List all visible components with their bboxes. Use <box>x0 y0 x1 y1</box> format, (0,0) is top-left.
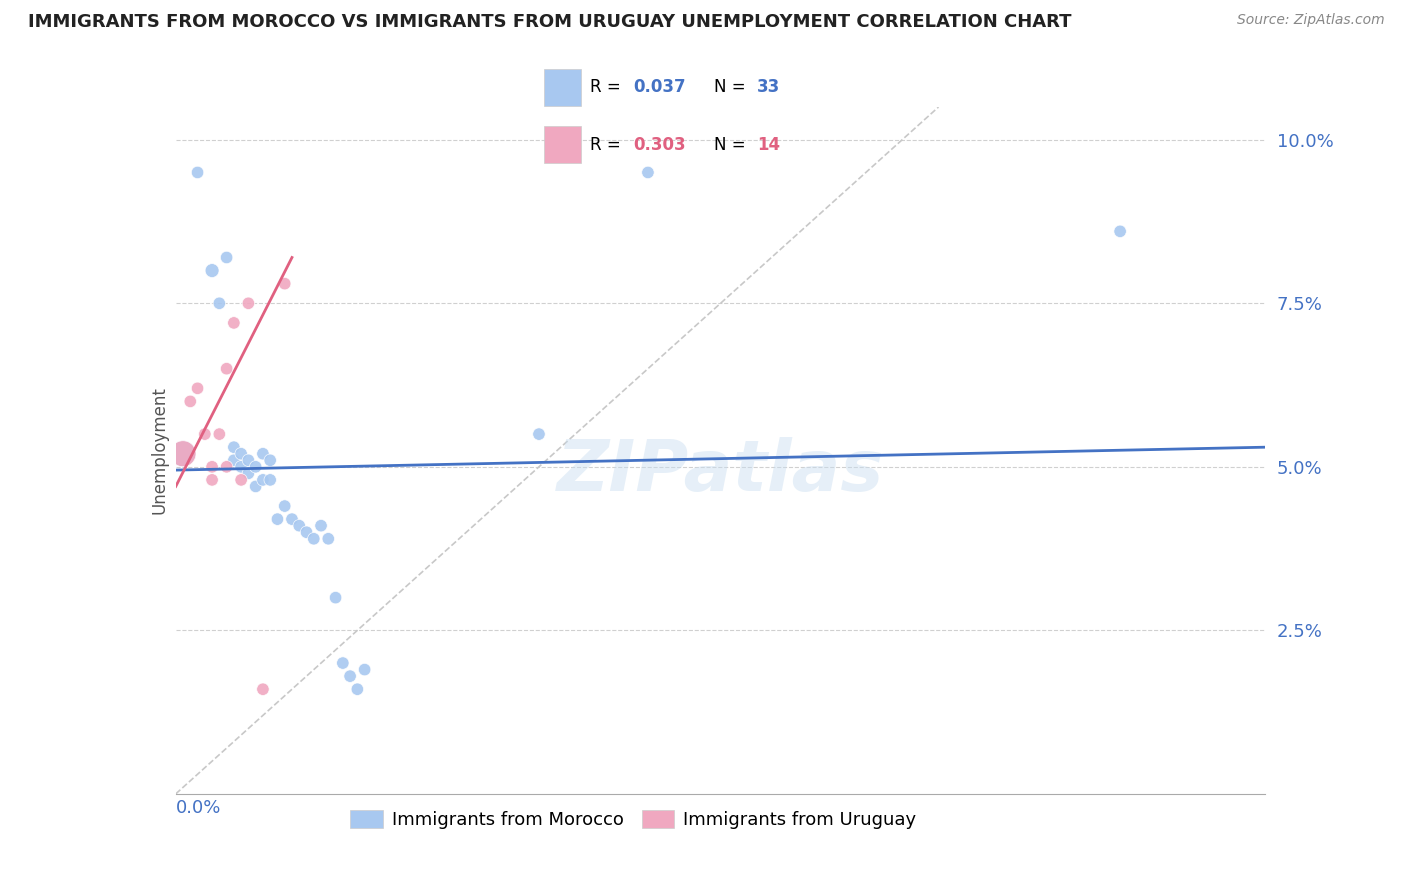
Legend: Immigrants from Morocco, Immigrants from Uruguay: Immigrants from Morocco, Immigrants from… <box>343 803 924 837</box>
Point <box>346 682 368 697</box>
Point <box>208 296 231 310</box>
Text: IMMIGRANTS FROM MOROCCO VS IMMIGRANTS FROM URUGUAY UNEMPLOYMENT CORRELATION CHAR: IMMIGRANTS FROM MOROCCO VS IMMIGRANTS FR… <box>28 13 1071 31</box>
Text: 0.0%: 0.0% <box>176 799 221 817</box>
Point <box>274 277 297 291</box>
Point <box>172 447 194 461</box>
Point <box>231 473 253 487</box>
Text: 14: 14 <box>756 136 780 153</box>
Point <box>172 447 194 461</box>
Point <box>252 447 274 461</box>
Text: R =: R = <box>591 136 626 153</box>
Point <box>353 663 375 677</box>
Point <box>259 473 281 487</box>
Point <box>238 467 260 481</box>
Point <box>288 518 311 533</box>
Point <box>186 165 209 179</box>
Point <box>325 591 347 605</box>
Point <box>231 459 253 474</box>
Point <box>281 512 304 526</box>
Point <box>208 427 231 442</box>
Point <box>252 473 274 487</box>
Point <box>245 479 267 493</box>
Point <box>339 669 361 683</box>
Point <box>238 453 260 467</box>
Point <box>201 263 224 277</box>
Text: Source: ZipAtlas.com: Source: ZipAtlas.com <box>1237 13 1385 28</box>
Text: R =: R = <box>591 78 626 96</box>
Point <box>179 394 201 409</box>
Point <box>1109 224 1132 238</box>
Point <box>637 165 659 179</box>
Point <box>222 316 245 330</box>
Text: N =: N = <box>714 136 751 153</box>
Point <box>266 512 288 526</box>
Point <box>245 459 267 474</box>
Text: 0.303: 0.303 <box>633 136 686 153</box>
Point <box>215 459 238 474</box>
Text: ZIPatlas: ZIPatlas <box>557 436 884 506</box>
Bar <box>544 126 581 163</box>
Point <box>309 518 332 533</box>
Point <box>222 453 245 467</box>
Bar <box>544 69 581 106</box>
Point <box>259 453 281 467</box>
Point <box>295 525 318 540</box>
Point <box>302 532 325 546</box>
Text: N =: N = <box>714 78 751 96</box>
Text: 0.037: 0.037 <box>633 78 686 96</box>
Point <box>201 473 224 487</box>
Point <box>318 532 340 546</box>
Y-axis label: Unemployment: Unemployment <box>150 386 169 515</box>
Point <box>274 499 297 513</box>
Point <box>231 447 253 461</box>
Point <box>186 381 209 395</box>
Point <box>252 682 274 697</box>
Point <box>194 427 217 442</box>
Point <box>527 427 550 442</box>
Point <box>201 459 224 474</box>
Point <box>222 440 245 454</box>
Text: 33: 33 <box>756 78 780 96</box>
Point <box>332 656 354 670</box>
Point <box>238 296 260 310</box>
Point <box>215 361 238 376</box>
Point <box>215 251 238 265</box>
